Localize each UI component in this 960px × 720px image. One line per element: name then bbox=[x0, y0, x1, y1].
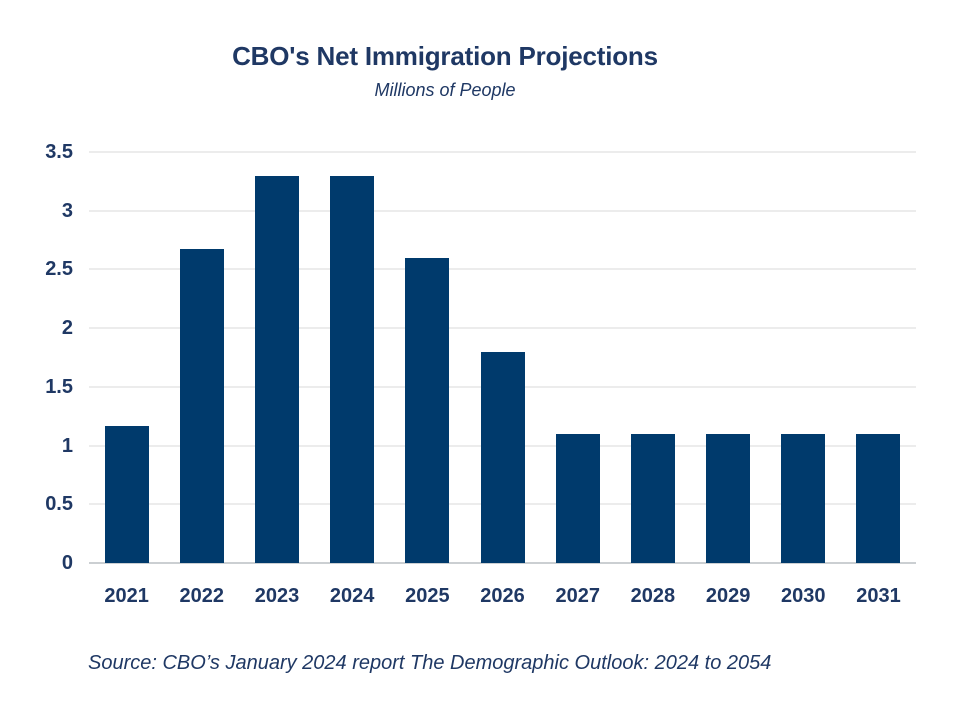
bar-column-2027 bbox=[540, 152, 615, 563]
bar-column-2031 bbox=[841, 152, 916, 563]
y-axis-tick-label-0.5: 0.5 bbox=[45, 493, 73, 516]
x-axis-label-2023: 2023 bbox=[254, 585, 300, 607]
bar-column-2023 bbox=[239, 152, 314, 563]
y-axis-tick-label-2: 2 bbox=[61, 317, 73, 340]
y-axis-tick-label-2.5: 2.5 bbox=[45, 258, 73, 281]
x-axis-label-2028: 2028 bbox=[630, 585, 676, 607]
gridline-y-2.5 bbox=[89, 268, 916, 270]
bar-column-2024 bbox=[315, 152, 390, 563]
y-axis-tick-label-3: 3 bbox=[61, 199, 73, 222]
bar-column-2030 bbox=[766, 152, 841, 563]
x-axis-labels: 2021 2022 2023 2024 2025 2026 2027 2028 2029 2030… bbox=[89, 585, 916, 608]
bar-2031 bbox=[856, 433, 901, 563]
x-axis-label-2021: 2021 bbox=[104, 585, 149, 607]
gridline-y-0 bbox=[89, 562, 916, 564]
x-axis-label-2030: 2030 bbox=[781, 585, 826, 607]
plot-area: 2021 2022 2023 2024 2025 2026 2027 2028 2029 2030… bbox=[45, 142, 916, 607]
x-axis-label-2029: 2029 bbox=[705, 585, 751, 607]
bar-2023 bbox=[254, 175, 299, 563]
bar-column-2021 bbox=[89, 152, 164, 563]
bar-column-2029 bbox=[691, 152, 766, 563]
bar-2028 bbox=[630, 433, 675, 563]
x-axis-label-2026: 2026 bbox=[480, 585, 525, 607]
bar-2029 bbox=[706, 433, 751, 563]
chart-subtitle: Millions of People bbox=[374, 80, 516, 100]
gridline-y-3 bbox=[89, 210, 916, 212]
x-axis-label-2031: 2031 bbox=[856, 585, 901, 607]
bars-row bbox=[89, 152, 916, 563]
y-axis-tick-label-1: 1 bbox=[61, 434, 73, 457]
bar-2030 bbox=[781, 433, 826, 563]
source-note: Source: CBO’s January 2024 report The De… bbox=[88, 652, 772, 674]
bar-column-2022 bbox=[164, 152, 239, 563]
bar-2027 bbox=[555, 433, 600, 563]
bar-2021 bbox=[104, 425, 149, 563]
x-axis-label-2024: 2024 bbox=[329, 585, 375, 607]
bar-2022 bbox=[179, 249, 224, 563]
x-axis-label-2022: 2022 bbox=[179, 585, 225, 607]
gridline-y-2 bbox=[89, 327, 916, 329]
bar-2026 bbox=[480, 351, 525, 563]
chart-title: CBO's Net Immigration Projections bbox=[232, 41, 658, 71]
bar-column-2028 bbox=[615, 152, 690, 563]
bar-column-2026 bbox=[465, 152, 540, 563]
y-axis-tick-label-0: 0 bbox=[61, 552, 73, 574]
x-axis-label-2025: 2025 bbox=[405, 585, 450, 607]
y-axis-tick-label-1.5: 1.5 bbox=[45, 375, 73, 398]
bar-2024 bbox=[330, 175, 375, 563]
gridline-y-3.5 bbox=[89, 151, 916, 153]
y-axis-tick-label-3.5: 3.5 bbox=[45, 141, 73, 163]
x-axis-label-2027: 2027 bbox=[555, 585, 600, 607]
bar-2025 bbox=[405, 257, 450, 563]
bar-column-2025 bbox=[390, 152, 465, 563]
